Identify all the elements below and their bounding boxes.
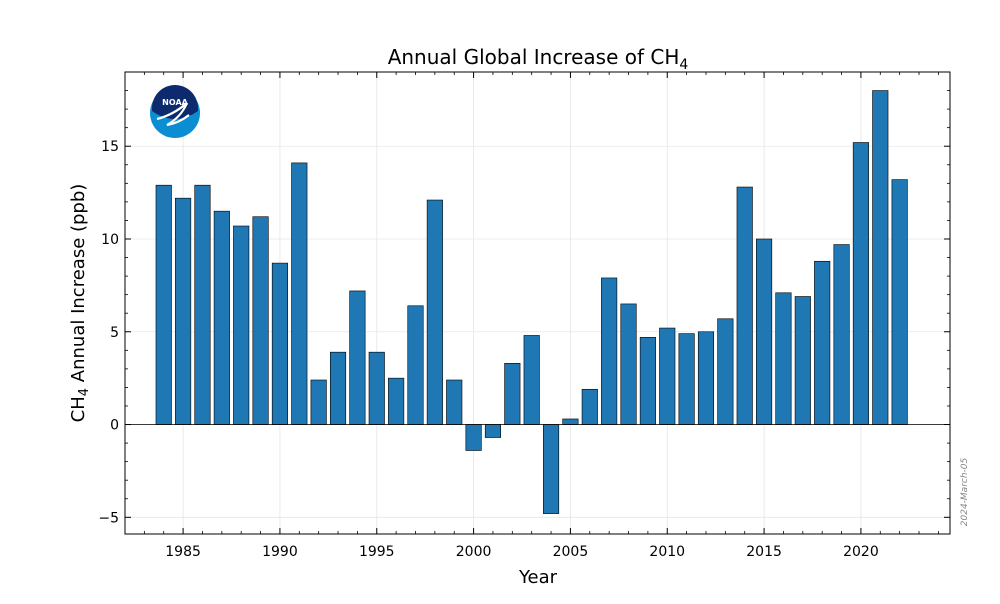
x-tick-label: 2000 bbox=[456, 544, 492, 560]
noaa-logo-text: NOAA bbox=[162, 98, 188, 107]
bar-2021 bbox=[872, 90, 889, 425]
bar-1991 bbox=[291, 162, 308, 425]
bar-2017 bbox=[794, 296, 811, 425]
x-axis-label: Year bbox=[518, 567, 558, 588]
chart-title: Annual Global Increase of CH4 bbox=[388, 45, 689, 73]
bar-2019 bbox=[833, 244, 850, 425]
x-tick-label: 2010 bbox=[649, 544, 685, 560]
bar-2022 bbox=[891, 179, 908, 425]
bar-2011 bbox=[678, 333, 695, 425]
bar-1984 bbox=[155, 184, 172, 425]
bar-1994 bbox=[349, 290, 366, 425]
bar-2002 bbox=[504, 363, 521, 425]
y-tick-label: 5 bbox=[110, 325, 119, 341]
x-tick-label: 2020 bbox=[843, 544, 879, 560]
bar-1987 bbox=[213, 210, 230, 425]
y-tick-label: 0 bbox=[110, 418, 119, 434]
bar-1997 bbox=[407, 305, 424, 425]
plot-frame bbox=[124, 71, 951, 535]
bar-2014 bbox=[736, 186, 753, 425]
y-tick-label: 15 bbox=[101, 139, 119, 155]
y-axis-label: CH4 Annual Increase (ppb) bbox=[68, 184, 92, 423]
bar-1985 bbox=[175, 197, 192, 425]
bar-1993 bbox=[329, 351, 347, 425]
bar-1992 bbox=[310, 379, 327, 425]
bar-2013 bbox=[717, 318, 734, 425]
x-tick-label: 1985 bbox=[165, 544, 201, 560]
bar-2010 bbox=[659, 327, 676, 425]
bar-2008 bbox=[620, 303, 637, 425]
y-tick-label: 10 bbox=[101, 232, 119, 248]
y-tick-label: −5 bbox=[98, 510, 119, 526]
bar-1996 bbox=[388, 377, 405, 425]
bar-2020 bbox=[852, 142, 869, 425]
x-tick-label: 2005 bbox=[553, 544, 589, 560]
bar-1989 bbox=[252, 216, 269, 425]
bar-1999 bbox=[446, 379, 463, 425]
x-tick-label: 1995 bbox=[359, 544, 395, 560]
date-watermark: 2024-March-05 bbox=[960, 457, 970, 526]
bar-2001 bbox=[484, 424, 502, 438]
bar-1990 bbox=[271, 262, 288, 425]
bar-2004 bbox=[543, 424, 560, 514]
bar-2005 bbox=[562, 418, 579, 425]
bar-2007 bbox=[601, 277, 618, 425]
ticks: 1985 1990 1995 2000 2005 2010 2015 2020 −5 0 5 10 15 bbox=[98, 71, 950, 560]
bar-2000 bbox=[465, 424, 482, 451]
x-tick-label: 2015 bbox=[746, 544, 782, 560]
bar-2009 bbox=[639, 337, 656, 425]
bars bbox=[155, 90, 908, 514]
noaa-logo: NOAA bbox=[150, 85, 200, 138]
bar-1998 bbox=[426, 199, 443, 425]
x-tick-label: 1990 bbox=[262, 544, 298, 560]
bar-1986 bbox=[194, 184, 211, 425]
bar-2012 bbox=[697, 331, 715, 425]
bar-2003 bbox=[523, 335, 540, 425]
bar-1988 bbox=[233, 225, 250, 425]
bar-1995 bbox=[368, 351, 385, 425]
bar-2006 bbox=[581, 388, 598, 425]
bar-2018 bbox=[814, 260, 831, 425]
bar-2015 bbox=[756, 238, 773, 425]
bar-2016 bbox=[775, 292, 792, 425]
